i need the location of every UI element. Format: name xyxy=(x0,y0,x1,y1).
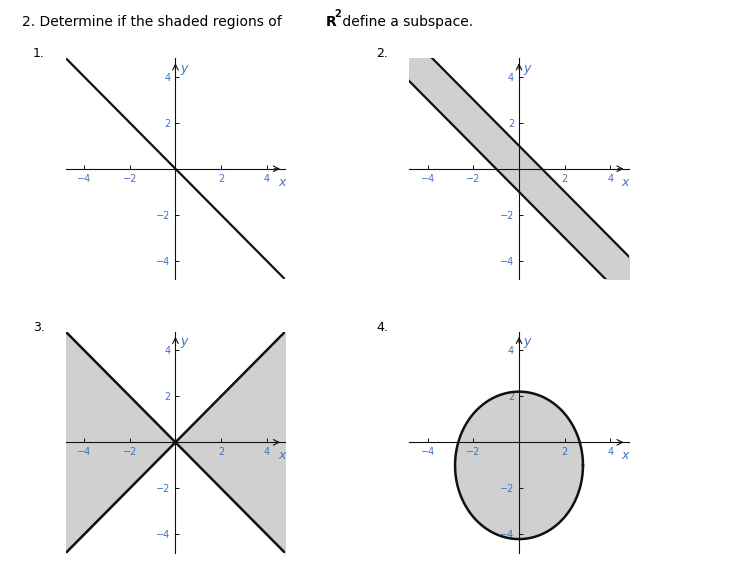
Text: 3.: 3. xyxy=(33,321,45,333)
Text: y: y xyxy=(180,62,187,74)
Text: 2.: 2. xyxy=(376,47,388,60)
Text: x: x xyxy=(278,176,286,189)
Text: define a subspace.: define a subspace. xyxy=(338,15,474,30)
Text: x: x xyxy=(278,449,286,462)
Text: 2. Determine if the shaded regions of: 2. Determine if the shaded regions of xyxy=(22,15,286,30)
Text: 1.: 1. xyxy=(33,47,45,60)
Text: y: y xyxy=(523,62,531,74)
Text: R: R xyxy=(325,15,336,30)
Text: x: x xyxy=(621,449,629,462)
Text: 4.: 4. xyxy=(376,321,388,333)
Text: y: y xyxy=(180,335,187,348)
Text: y: y xyxy=(523,335,531,348)
Text: 2: 2 xyxy=(334,9,341,19)
Text: x: x xyxy=(621,176,629,189)
Polygon shape xyxy=(455,392,583,539)
